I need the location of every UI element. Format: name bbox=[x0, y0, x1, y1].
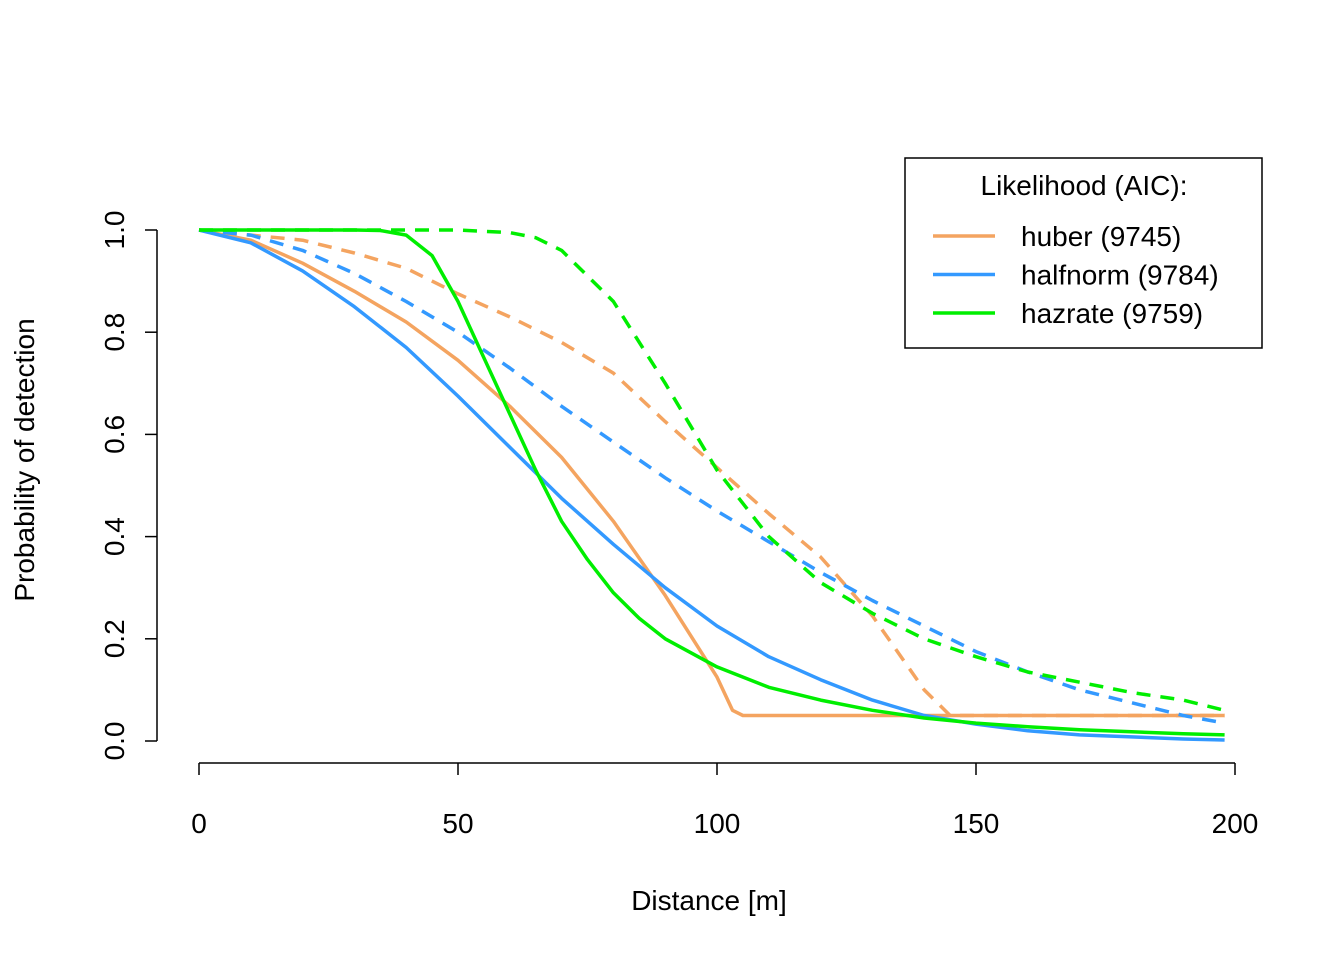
x-axis-title: Distance [m] bbox=[631, 885, 787, 916]
legend-entry-label: halfnorm (9784) bbox=[1021, 260, 1219, 291]
legend-entry-label: hazrate (9759) bbox=[1021, 298, 1203, 329]
y-tick-label: 0.2 bbox=[99, 619, 130, 658]
legend: Likelihood (AIC): huber (9745) halfnorm (… bbox=[904, 157, 1263, 349]
legend-title: Likelihood (AIC): bbox=[981, 170, 1188, 201]
legend-entry-label: huber (9745) bbox=[1021, 221, 1181, 252]
plot-area bbox=[198, 228, 1226, 742]
x-tick-label: 100 bbox=[694, 808, 741, 839]
y-tick-label: 1.0 bbox=[99, 211, 130, 250]
legend-box bbox=[904, 157, 1263, 349]
series-line-huber-dashed bbox=[198, 228, 1225, 718]
y-tick-label: 0.4 bbox=[99, 517, 130, 556]
y-axis-title: Probability of detection bbox=[9, 318, 40, 601]
y-tick-label: 0.6 bbox=[99, 415, 130, 454]
y-tick-label: 0.8 bbox=[99, 313, 130, 352]
series-line-huber-solid bbox=[198, 228, 1225, 718]
series-line-halfnorm-solid bbox=[198, 228, 1225, 742]
x-tick-label: 200 bbox=[1212, 808, 1259, 839]
y-tick-label: 0.0 bbox=[99, 722, 130, 761]
x-axis: 0 50 100 150 200 bbox=[191, 762, 1259, 839]
x-tick-label: 150 bbox=[953, 808, 1000, 839]
x-tick-label: 0 bbox=[191, 808, 207, 839]
x-tick-label: 50 bbox=[442, 808, 473, 839]
y-axis: 0.0 0.2 0.4 0.6 0.8 1.0 bbox=[99, 211, 158, 761]
series-line-hazrate-dashed bbox=[199, 228, 1226, 712]
series-line-hazrate-solid bbox=[199, 228, 1225, 737]
